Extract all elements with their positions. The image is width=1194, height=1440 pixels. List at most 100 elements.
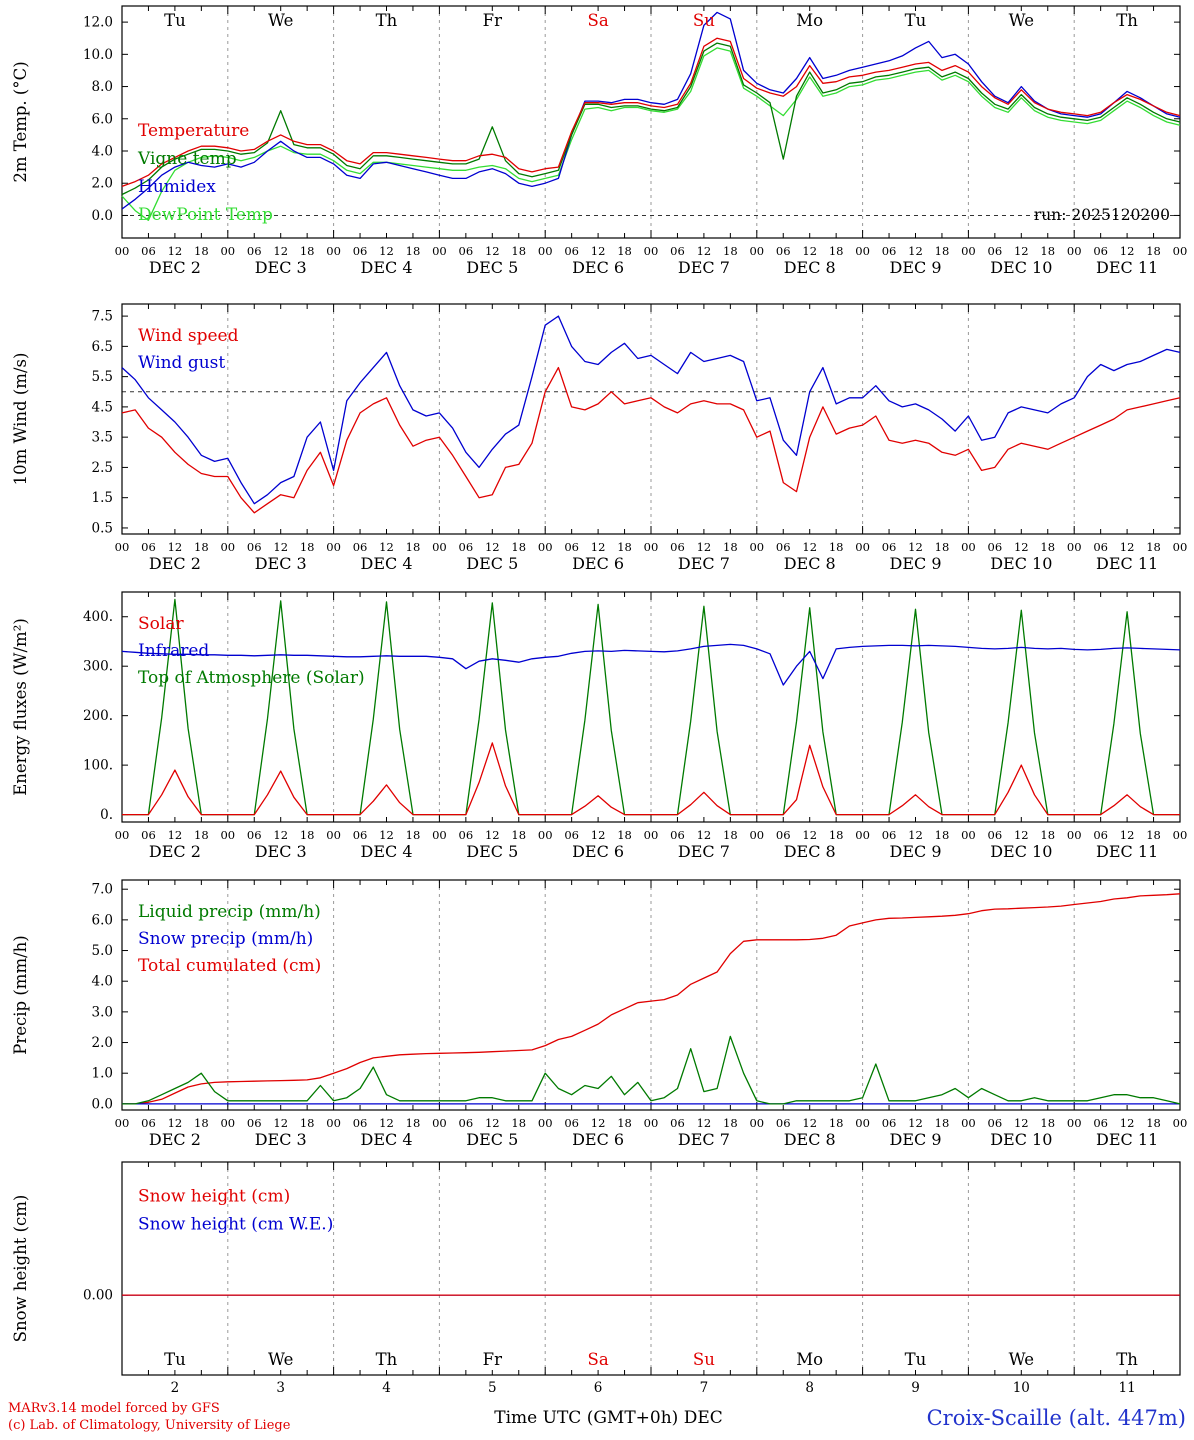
hour-tick-label: 00 — [1067, 540, 1082, 554]
hour-tick-label: 12 — [485, 1116, 500, 1130]
hour-tick-label: 12 — [485, 540, 500, 554]
hour-tick-label: 00 — [115, 244, 130, 258]
station-label: Croix-Scaille (alt. 447m) — [926, 1406, 1186, 1430]
hour-tick-label: 12 — [168, 540, 183, 554]
panel-energy-fluxes: 0. 100. 200. 300. 400. Energy fluxes (W/m²) So… — [0, 580, 1194, 868]
hour-tick-label: 18 — [935, 540, 950, 554]
hour-tick-label: 12 — [802, 244, 817, 258]
hour-tick-label: 12 — [273, 1116, 288, 1130]
y-tick-label: 7.0 — [92, 882, 113, 898]
hour-tick-label: 00 — [749, 828, 764, 842]
hour-tick-label: 00 — [1173, 828, 1188, 842]
hour-tick-label: 18 — [300, 540, 315, 554]
hour-tick-label: 12 — [1014, 540, 1029, 554]
legend: Snow height (cm) Snow height (cm W.E.) — [138, 1187, 333, 1235]
day-label: DEC 2 — [149, 842, 201, 861]
hour-tick-label: 00 — [855, 828, 870, 842]
day-label: DEC 3 — [255, 554, 307, 573]
hour-tick-label: 00 — [432, 540, 447, 554]
day-label: DEC 3 — [255, 842, 307, 861]
weekday-label: Mo — [796, 11, 823, 30]
hour-tick-label: 00 — [538, 244, 553, 258]
weekday-label: Sa — [588, 11, 609, 30]
hour-tick-label: 12 — [379, 540, 394, 554]
hour-tick-label: 18 — [617, 828, 632, 842]
weekday-label: Fr — [483, 1350, 502, 1369]
hour-tick-label: 12 — [168, 244, 183, 258]
hour-tick-label: 06 — [141, 244, 156, 258]
day-label: DEC 3 — [255, 1130, 307, 1149]
hour-tick-label: 06 — [1093, 244, 1108, 258]
hour-tick-label: 12 — [168, 1116, 183, 1130]
day-label: DEC 10 — [990, 842, 1052, 861]
wind-chart: 0.5 1.5 2.5 3.5 4.5 5.5 6.5 7.5 10m Wind (m/s) Wi… — [11, 303, 1188, 573]
hour-tick-label: 18 — [1040, 244, 1055, 258]
y-tick-label: 4.0 — [92, 144, 113, 160]
series-group — [121, 315, 1181, 514]
weekday-label: Tu — [905, 1350, 927, 1369]
day-number-label: 3 — [276, 1380, 285, 1396]
hour-tick-label: 06 — [564, 540, 579, 554]
y-tick-label: 2.5 — [92, 460, 113, 476]
legend-snow-height-cm-w-e: Snow height (cm W.E.) — [138, 1215, 333, 1235]
hour-tick-label: 00 — [644, 540, 659, 554]
hour-tick-label: 00 — [538, 540, 553, 554]
y-tick-label: 7.5 — [92, 309, 113, 325]
x-axis-caption: Time UTC (GMT+0h) DEC — [494, 1408, 723, 1428]
day-label: DEC 11 — [1096, 1130, 1158, 1149]
day-label: DEC 4 — [360, 842, 412, 861]
hour-tick-label: 00 — [1173, 540, 1188, 554]
weekday-label: Th — [1116, 11, 1138, 30]
legend-solar: Solar — [138, 614, 184, 634]
series-humidex — [121, 11, 1181, 210]
legend-top-of-atmosphere-solar: Top of Atmosphere (Solar) — [138, 668, 365, 688]
hour-tick-label: 18 — [935, 828, 950, 842]
day-number-label: 10 — [1013, 1380, 1030, 1396]
y-tick-label: 2.0 — [92, 176, 113, 192]
hour-tick-label: 18 — [194, 1116, 209, 1130]
y-axis: 0.5 1.5 2.5 3.5 4.5 5.5 6.5 7.5 — [92, 309, 1180, 536]
series-infrared — [121, 643, 1181, 686]
y-tick-label: 6.5 — [92, 339, 113, 355]
hour-tick-label: 12 — [379, 1116, 394, 1130]
y-axis-title: 10m Wind (m/s) — [11, 353, 30, 486]
hour-tick-label: 18 — [935, 244, 950, 258]
day-number-label: 2 — [171, 1380, 180, 1396]
credit-line-2: (c) Lab. of Climatology, University of L… — [8, 1418, 291, 1433]
hour-tick-label: 18 — [1040, 828, 1055, 842]
y-tick-label: 6.0 — [92, 111, 113, 127]
day-number-label: 11 — [1119, 1380, 1136, 1396]
gridlines — [227, 6, 1075, 238]
weekday-label: We — [1009, 1350, 1034, 1369]
hour-tick-label: 00 — [644, 244, 659, 258]
weekday-label: Tu — [905, 11, 927, 30]
day-label: DEC 8 — [784, 258, 836, 277]
series-solar — [122, 742, 1180, 816]
hour-tick-label: 18 — [829, 828, 844, 842]
hour-tick-label: 12 — [697, 540, 712, 554]
y-tick-label: 8.0 — [92, 79, 113, 95]
hour-tick-label: 00 — [961, 1116, 976, 1130]
y-tick-label: 1.5 — [92, 490, 113, 506]
y-tick-label: 400. — [83, 609, 113, 625]
hour-tick-label: 06 — [882, 828, 897, 842]
legend-total-cumulated-cm: Total cumulated (cm) — [138, 956, 321, 976]
footer: MARv3.14 model forced by GFS (c) Lab. of… — [0, 1396, 1194, 1440]
weekday-label: We — [1009, 11, 1034, 30]
y-axis: 0.0 2.0 4.0 6.0 8.0 10.0 12.0 — [83, 15, 1180, 224]
y-tick-label: 6.0 — [92, 912, 113, 928]
y-axis-title: Snow height (cm) — [11, 1195, 30, 1343]
y-tick-label: 0.0 — [92, 1096, 113, 1112]
hour-tick-label: 00 — [1067, 828, 1082, 842]
hour-tick-label: 00 — [1173, 244, 1188, 258]
gridlines — [227, 1162, 1075, 1375]
x-axis — [147, 1162, 1155, 1375]
hour-tick-label: 06 — [1093, 540, 1108, 554]
day-label: DEC 4 — [360, 258, 412, 277]
hour-tick-label: 06 — [247, 540, 262, 554]
hour-tick-label: 06 — [988, 1116, 1003, 1130]
x-tick-labels: 00 06 12 18 00 06 12 18 00 06 12 18 00 06 12 18 00 06 12 18… — [115, 244, 1188, 258]
hour-tick-label: 00 — [326, 244, 341, 258]
hour-tick-label: 18 — [1040, 540, 1055, 554]
hour-tick-label: 18 — [194, 244, 209, 258]
